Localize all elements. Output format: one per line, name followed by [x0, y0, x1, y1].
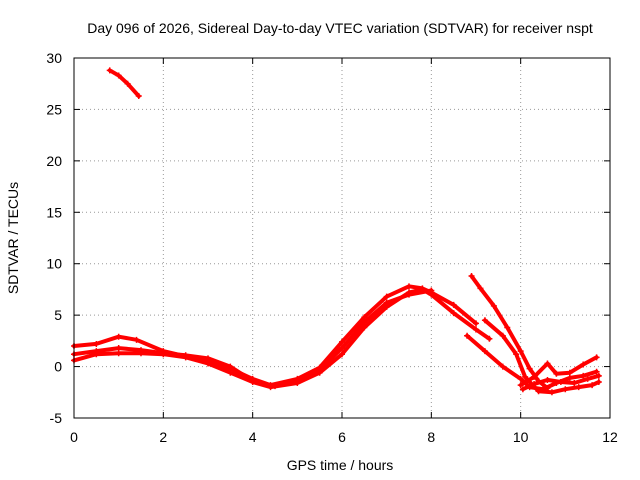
y-tick-label: 25 [46, 101, 62, 117]
data-point [517, 348, 524, 355]
data-series [71, 67, 602, 396]
data-point [566, 374, 573, 381]
y-tick-label: 20 [46, 153, 62, 169]
data-point [544, 376, 551, 383]
data-point [481, 317, 488, 324]
data-point [544, 360, 551, 367]
data-point [464, 332, 471, 339]
data-point [517, 382, 524, 389]
data-point [477, 285, 484, 292]
series-line-track-upper-early [107, 68, 141, 99]
tick-labels: 0 2 4 6 8 10 12 -5 0 5 10 15 20 25 30 [46, 50, 618, 445]
grid-lines [74, 58, 610, 418]
data-point [138, 347, 144, 354]
x-tick-label: 0 [70, 429, 78, 445]
data-point [115, 333, 122, 340]
data-point [106, 67, 113, 74]
data-point [589, 382, 596, 389]
data-point [481, 348, 488, 355]
data-point [339, 351, 345, 358]
data-point [580, 361, 587, 368]
y-axis-label: SDTVAR / TECUs [5, 182, 21, 294]
x-tick-label: 8 [427, 429, 435, 445]
data-point [522, 373, 529, 380]
data-point [473, 320, 479, 327]
data-point [361, 314, 368, 321]
y-tick-label: 5 [54, 307, 62, 323]
x-tick-label: 6 [338, 429, 346, 445]
data-point [406, 283, 412, 290]
data-point [584, 375, 591, 382]
data-point [249, 377, 256, 384]
x-tick-label: 4 [249, 429, 257, 445]
data-point [383, 299, 390, 306]
x-tick-label: 10 [513, 429, 529, 445]
data-point [182, 352, 189, 359]
data-point [468, 273, 475, 280]
data-point [499, 332, 506, 339]
data-point [93, 340, 100, 347]
series-line-track-late-a [469, 274, 550, 391]
data-point [526, 365, 533, 372]
data-point [571, 380, 578, 387]
data-point [531, 381, 538, 388]
data-point [135, 93, 142, 100]
y-tick-label: 10 [46, 256, 62, 272]
data-point [531, 373, 538, 380]
tick-marks [73, 57, 611, 419]
data-point [499, 363, 506, 370]
data-point [339, 345, 345, 352]
data-point [553, 370, 560, 377]
data-point [294, 376, 301, 383]
data-point [316, 366, 323, 373]
data-point [133, 336, 140, 343]
data-point [115, 345, 122, 352]
data-point [450, 301, 457, 308]
data-point [519, 386, 526, 393]
data-point [361, 319, 368, 326]
series-line-track-late-c [482, 318, 601, 395]
data-point [566, 369, 573, 376]
data-point [593, 368, 600, 375]
data-point [548, 389, 555, 396]
data-point [595, 372, 602, 379]
data-point [115, 72, 122, 79]
data-point [486, 335, 493, 342]
data-point [227, 363, 234, 370]
data-point [473, 326, 479, 333]
data-point [490, 302, 497, 309]
data-point [339, 338, 345, 345]
data-point [557, 379, 564, 385]
data-point [575, 384, 582, 391]
data-point [124, 80, 131, 87]
data-point [115, 350, 122, 357]
x-tick-label: 12 [602, 429, 618, 445]
x-tick-label: 2 [159, 429, 167, 445]
data-point [93, 348, 100, 355]
data-point [383, 293, 390, 300]
y-tick-label: 0 [54, 359, 62, 375]
data-point [160, 350, 167, 357]
data-point [272, 383, 278, 390]
data-point [593, 354, 600, 361]
data-point [428, 287, 435, 294]
data-point [595, 379, 602, 385]
chart-title: Day 096 of 2026, Sidereal Day-to-day VTE… [87, 20, 593, 36]
data-point [205, 355, 211, 362]
data-point [513, 351, 520, 358]
x-axis-label: GPS time / hours [287, 457, 394, 473]
data-point [517, 375, 524, 382]
data-point [562, 386, 569, 393]
y-tick-label: -5 [50, 410, 63, 426]
y-tick-label: 30 [46, 50, 62, 66]
data-point [580, 372, 587, 379]
data-point [450, 310, 457, 317]
y-tick-label: 15 [46, 204, 62, 220]
series-line-track-main-b [72, 284, 478, 388]
data-point [406, 291, 412, 298]
data-point [504, 324, 511, 331]
data-point [535, 388, 542, 395]
